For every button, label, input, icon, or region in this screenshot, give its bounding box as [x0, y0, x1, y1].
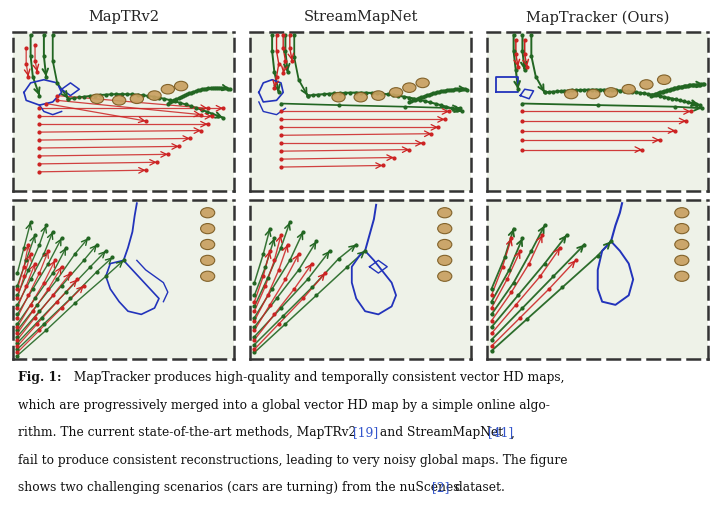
Circle shape [675, 256, 689, 266]
Text: MapTracker (Ours): MapTracker (Ours) [526, 10, 670, 24]
Circle shape [113, 96, 125, 105]
Circle shape [675, 223, 689, 234]
Circle shape [657, 75, 671, 84]
Circle shape [437, 271, 452, 281]
Text: which are progressively merged into a global vector HD map by a simple online al: which are progressively merged into a gl… [18, 399, 550, 412]
Text: shows two challenging scenarios (cars are turning) from the nuScenes: shows two challenging scenarios (cars ar… [18, 482, 463, 494]
Text: MapTRv2: MapTRv2 [88, 10, 159, 24]
Circle shape [604, 88, 617, 97]
Circle shape [437, 239, 452, 249]
Text: [2]: [2] [432, 482, 450, 494]
Circle shape [201, 271, 215, 281]
Circle shape [354, 93, 367, 102]
Circle shape [161, 84, 174, 94]
Circle shape [389, 88, 403, 97]
Circle shape [437, 256, 452, 266]
Circle shape [174, 81, 188, 91]
Circle shape [201, 256, 215, 266]
Circle shape [201, 208, 215, 218]
Circle shape [148, 91, 161, 100]
Circle shape [622, 84, 635, 94]
Circle shape [675, 271, 689, 281]
Circle shape [371, 91, 385, 100]
Text: and StreamMapNet: and StreamMapNet [376, 427, 508, 439]
Circle shape [90, 94, 104, 103]
Text: StreamMapNet: StreamMapNet [303, 10, 418, 24]
Circle shape [332, 93, 345, 102]
Text: [41]: [41] [488, 427, 513, 439]
Text: dataset.: dataset. [451, 482, 505, 494]
Text: [19]: [19] [353, 427, 379, 439]
Circle shape [587, 89, 600, 99]
Circle shape [675, 239, 689, 249]
Circle shape [640, 80, 653, 89]
Circle shape [564, 89, 578, 99]
Circle shape [201, 239, 215, 249]
Circle shape [437, 208, 452, 218]
Text: fail to produce consistent reconstructions, leading to very noisy global maps. T: fail to produce consistent reconstructio… [18, 454, 567, 467]
Circle shape [675, 208, 689, 218]
Circle shape [416, 78, 429, 88]
Text: MapTracker produces high-quality and temporally consistent vector HD maps,: MapTracker produces high-quality and tem… [70, 371, 564, 384]
Circle shape [437, 223, 452, 234]
Circle shape [403, 83, 416, 93]
Text: Fig. 1:: Fig. 1: [18, 371, 62, 384]
Circle shape [201, 223, 215, 234]
Text: ,: , [511, 427, 514, 439]
Circle shape [130, 94, 143, 103]
Text: rithm. The current state-of-the-art methods, MapTRv2: rithm. The current state-of-the-art meth… [18, 427, 360, 439]
